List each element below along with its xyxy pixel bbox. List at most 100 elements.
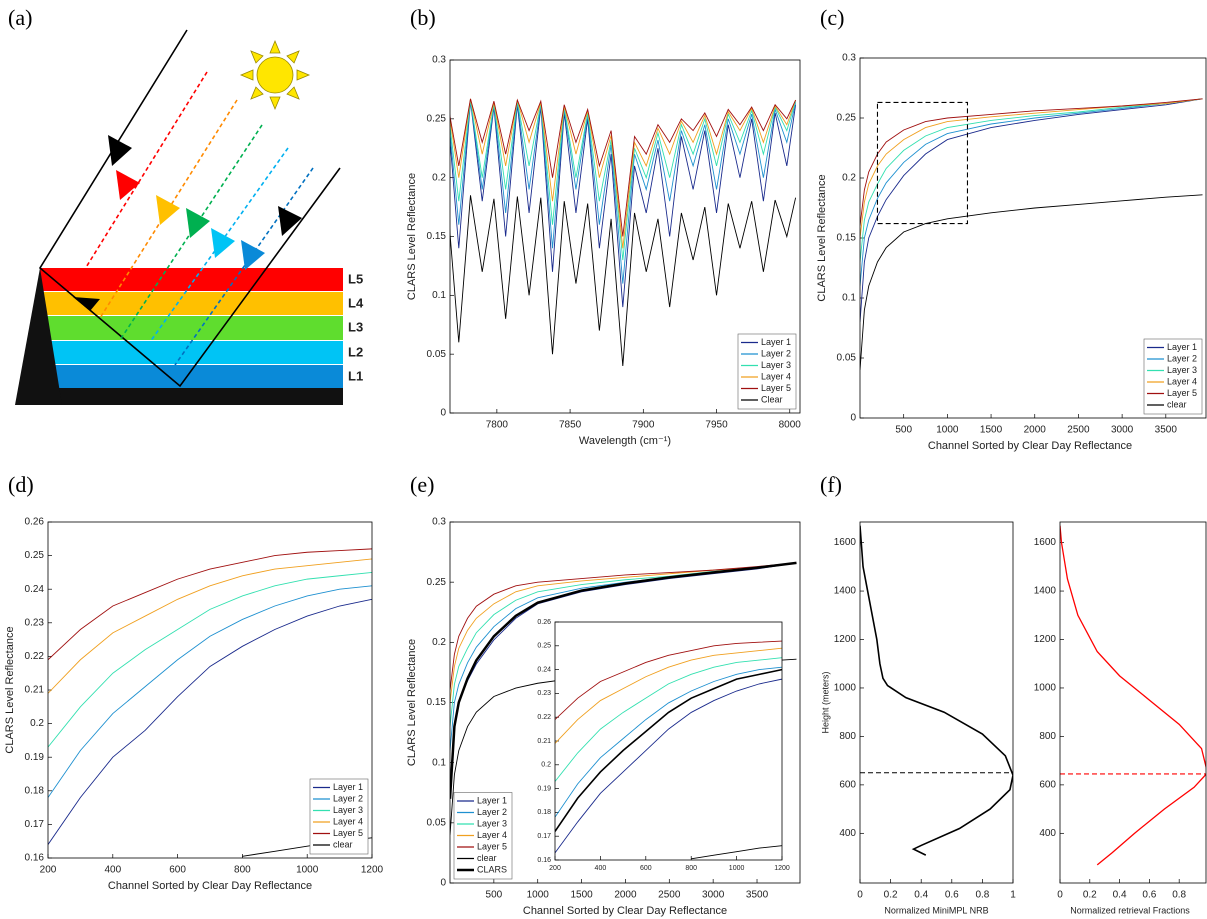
y-tick-label: 0.23	[25, 617, 45, 628]
legend-label: Layer 1	[761, 337, 791, 347]
y-tick-label: 0.19	[537, 785, 551, 792]
diagram: L5 L4 L3 L2 L1	[15, 29, 364, 405]
legend-label: Layer 2	[333, 793, 363, 803]
legend-label: clear	[477, 853, 497, 863]
x-tick-label: 1	[1010, 890, 1016, 901]
x-tick-label: 500	[895, 425, 912, 436]
y-tick-label: 0.18	[537, 809, 551, 816]
x-tick-label: 0.2	[884, 890, 898, 901]
y-tick-label: 0	[440, 878, 446, 889]
series-line	[860, 98, 1203, 227]
y-axis-label: CLARS Level Reflectance	[406, 639, 418, 766]
y-tick-label: 1400	[834, 586, 857, 597]
legend-label: Layer 2	[477, 807, 507, 817]
axes-frame	[47, 521, 373, 859]
layer-band	[40, 341, 343, 364]
y-tick-label: 0.2	[432, 637, 446, 648]
x-tick-label: 1000	[936, 425, 959, 436]
x-tick-label: 0	[1057, 890, 1063, 901]
y-tick-label: 0.25	[427, 113, 447, 124]
x-tick-label: 400	[595, 865, 607, 872]
y-tick-label: 1400	[1034, 586, 1057, 597]
panel-label: (e)	[410, 472, 434, 497]
legend-label: Layer 3	[477, 818, 507, 828]
y-axis-label: CLARS Level Reflectance	[406, 173, 418, 300]
y-tick-label: 0.19	[25, 752, 45, 763]
zoom-box	[876, 101, 969, 225]
series-line	[450, 101, 797, 308]
x-tick-label: 0.4	[914, 890, 928, 901]
legend-box	[1143, 338, 1203, 415]
y-tick-label: 0.05	[427, 817, 447, 828]
y-tick-label: 0.16	[537, 857, 551, 864]
legend-label: Layer 3	[761, 360, 791, 370]
y-tick-label: 0.17	[537, 833, 551, 840]
series-line	[555, 678, 782, 854]
legend-label: Layer 4	[761, 371, 791, 381]
layer-label: L4	[348, 295, 364, 310]
x-tick-label: 7900	[632, 420, 655, 431]
y-tick-label: 1000	[834, 683, 857, 694]
y-tick-label: 800	[839, 731, 856, 742]
y-tick-label: 0.22	[537, 714, 551, 721]
layer-band	[40, 316, 343, 340]
x-tick-label: 1500	[980, 425, 1003, 436]
y-tick-label: 0.3	[842, 53, 856, 64]
x-tick-label: 0.8	[1172, 890, 1186, 901]
y-tick-label: 0.25	[427, 577, 447, 588]
series-line	[450, 98, 797, 237]
y-tick-label: 0.21	[537, 738, 551, 745]
legend-label: Layer 2	[761, 348, 791, 358]
series-line	[450, 99, 797, 261]
x-tick-label: 2000	[614, 890, 637, 901]
x-axis-label: Normalized MiniMPL NRB	[884, 905, 988, 915]
y-tick-label: 0.18	[25, 785, 45, 796]
x-axis-label: Normalized retrieval Fractions	[1070, 905, 1190, 915]
legend-label: Clear	[761, 394, 783, 404]
x-tick-label: 0.4	[1113, 890, 1127, 901]
x-tick-label: 7950	[705, 420, 728, 431]
axes-frame	[1059, 521, 1207, 884]
layer-label: L1	[348, 368, 363, 383]
y-tick-label: 1000	[1034, 683, 1057, 694]
x-tick-label: 3000	[1111, 425, 1134, 436]
y-axis-label: CLARS Level Reflectance	[4, 626, 16, 753]
y-tick-label: 0.1	[432, 757, 446, 768]
y-tick-label: 0.24	[25, 584, 45, 595]
y-tick-label: 0.2	[432, 172, 446, 183]
y-tick-label: 0.23	[537, 690, 551, 697]
y-tick-label: 0.3	[432, 517, 446, 528]
legend-label: Layer 1	[333, 782, 363, 792]
x-tick-label: 2000	[1024, 425, 1047, 436]
series-line	[691, 845, 782, 860]
y-tick-label: 0.3	[432, 55, 446, 66]
x-tick-label: 2500	[1067, 425, 1090, 436]
y-tick-label: 400	[1039, 828, 1056, 839]
y-tick-label: 600	[1039, 780, 1056, 791]
axes-frame	[859, 521, 1014, 884]
x-tick-label: 800	[234, 865, 251, 876]
plot-area	[1060, 522, 1206, 883]
x-tick-label: 1200	[361, 865, 384, 876]
legend-label: Layer 4	[1167, 376, 1197, 386]
y-tick-label: 0	[850, 413, 856, 424]
axes-frame	[554, 621, 783, 861]
legend-label: Layer 5	[477, 841, 507, 851]
legend-label: Layer 1	[1167, 342, 1197, 352]
layer-label: L2	[348, 344, 363, 359]
layer-band	[40, 268, 343, 291]
series-line	[555, 640, 782, 720]
y-tick-label: 0.05	[427, 349, 447, 360]
series-line	[48, 548, 372, 661]
y-tick-label: 0.2	[842, 173, 856, 184]
axes-frame	[449, 521, 801, 884]
x-tick-label: 0.8	[975, 890, 989, 901]
x-tick-label: 200	[40, 865, 57, 876]
series-line	[860, 98, 1203, 263]
y-tick-label: 1200	[1034, 634, 1057, 645]
y-tick-label: 0.15	[427, 697, 447, 708]
y-tick-label: 0.25	[25, 550, 45, 561]
